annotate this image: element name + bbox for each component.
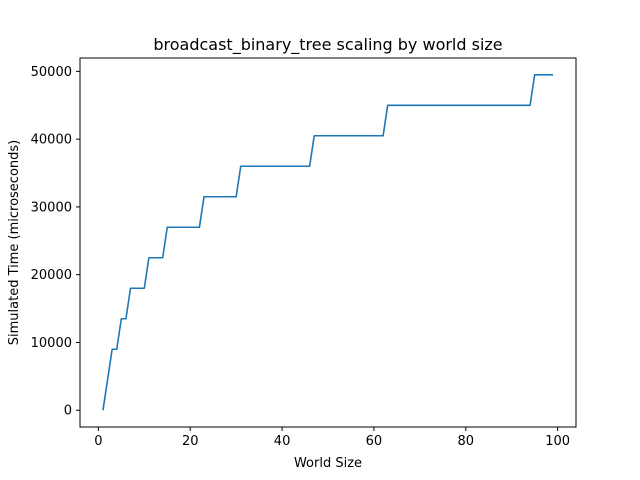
- series-layer: [102, 73, 554, 411]
- x-axis-ticks: 0 20 40 60 80 100: [94, 427, 570, 449]
- plot-frame: [79, 57, 577, 428]
- x-tick-label: 40: [274, 434, 291, 449]
- y-tick-label: 40000: [31, 133, 72, 148]
- x-tick-label: 20: [182, 434, 199, 449]
- y-axis-label: Simulated Time (microseconds): [7, 140, 22, 346]
- y-tick-label: 30000: [31, 200, 72, 215]
- y-axis-ticks: 0 10000 20000 30000 40000 50000: [31, 65, 80, 419]
- y-tick-label: 50000: [31, 65, 72, 80]
- y-tick-label: 10000: [31, 336, 72, 351]
- x-tick-label: 0: [94, 434, 102, 449]
- chart-title: broadcast_binary_tree scaling by world s…: [153, 35, 502, 55]
- y-tick-label: 0: [64, 404, 72, 419]
- x-tick-label: 60: [366, 434, 383, 449]
- series-line: [102, 73, 554, 411]
- x-axis-label: World Size: [294, 456, 362, 471]
- y-tick-label: 20000: [31, 268, 72, 283]
- x-tick-label: 80: [458, 434, 475, 449]
- x-tick-label: 100: [545, 434, 570, 449]
